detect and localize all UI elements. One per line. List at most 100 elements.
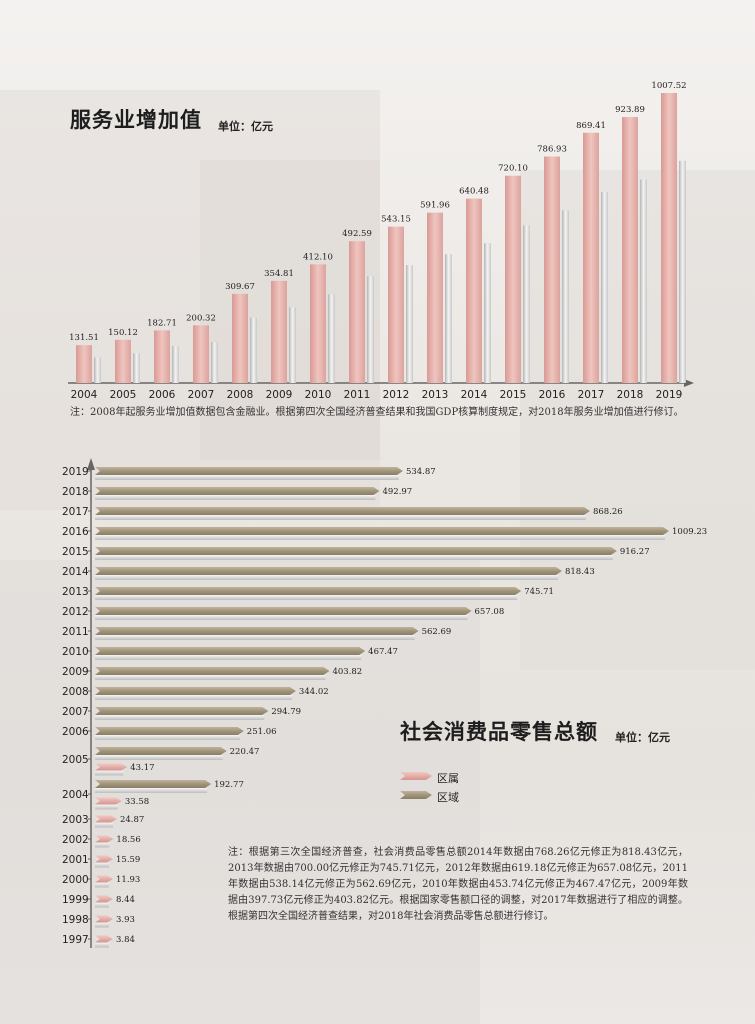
bar-shadow	[95, 842, 110, 848]
bar-value-label: 309.67	[225, 282, 255, 292]
legend-swatch-district	[400, 772, 432, 780]
bar-value-label: 251.06	[247, 727, 277, 737]
bar-value-label: 8.44	[116, 895, 135, 905]
bar-shadow	[523, 225, 530, 383]
bar-region	[95, 467, 403, 475]
chart2-note: 注：根据第三次全国经济普查，社会消费品零售总额2014年数据由768.26亿元修…	[228, 847, 688, 922]
bar-shadow	[406, 265, 413, 383]
bar-shadow	[95, 635, 415, 640]
bar-shadow	[95, 575, 558, 580]
y-tick-label: 2000	[62, 874, 89, 886]
bar-value-label: 192.77	[214, 780, 244, 790]
bar-shadow	[95, 555, 613, 560]
bar-shadow	[95, 475, 399, 480]
chart2-title: 社会消费品零售总额	[400, 719, 598, 744]
bar-value-label: 294.79	[271, 707, 301, 717]
bar-value-label: 640.48	[459, 187, 489, 197]
bar-shadow	[95, 804, 118, 810]
bar-value-label: 43.17	[130, 763, 154, 773]
bar-value-label: 3.84	[116, 935, 135, 945]
bar-value-label: 403.82	[332, 667, 362, 677]
bar-region	[95, 487, 380, 495]
bar-shadow	[95, 770, 124, 776]
legend-label-region: 区域	[437, 791, 459, 804]
chart1-unit: 单位：亿元	[218, 120, 273, 133]
x-tick-label: 2008	[227, 389, 254, 401]
bar-value-label: 923.89	[615, 105, 645, 115]
bar-value-label: 344.02	[299, 687, 329, 697]
bar-district	[95, 895, 113, 903]
bar-shadow	[95, 822, 113, 828]
bar-region	[95, 707, 269, 715]
y-tick-label: 2016	[62, 526, 89, 538]
bar-shadow	[94, 357, 101, 383]
x-tick-label: 2006	[149, 389, 176, 401]
y-tick-label: 2018	[62, 486, 89, 498]
bar-value-label: 786.93	[537, 144, 567, 154]
bar-value-label: 543.15	[381, 215, 411, 225]
bar-region	[95, 547, 617, 555]
x-tick-label: 2009	[266, 389, 293, 401]
bar-shadow	[95, 595, 518, 600]
bar-region	[95, 667, 330, 675]
bar-shadow	[172, 345, 179, 383]
y-tick-label: 2001	[62, 854, 89, 866]
y-tick-label: 2009	[62, 666, 89, 678]
bar-shadow	[95, 695, 292, 700]
bar-region	[95, 567, 562, 575]
bar-region	[95, 627, 419, 635]
bar-region	[95, 687, 296, 695]
bar-shadow	[562, 210, 569, 383]
y-tick-label: 2011	[62, 626, 89, 638]
x-tick-label: 2018	[617, 389, 644, 401]
bar-shadow	[95, 882, 109, 888]
bar-value-label: 492.97	[382, 487, 412, 497]
bar-value-label: 354.81	[264, 269, 294, 279]
bar	[271, 280, 287, 383]
x-tick-label: 2010	[305, 389, 332, 401]
x-tick-label: 2012	[383, 389, 410, 401]
chart1-note: 注：2008年起服务业增加值数据包含金融业。根据第四次全国经济普查结果和我国GD…	[70, 407, 684, 418]
y-tick-label: 2017	[62, 506, 89, 518]
bar-value-label: 868.26	[593, 507, 623, 517]
bar-shadow	[640, 179, 647, 383]
x-axis-arrow	[684, 379, 694, 387]
bar-value-label: 591.96	[420, 201, 450, 211]
bar-region	[95, 780, 212, 788]
bar-value-label: 24.87	[120, 815, 144, 825]
bar	[427, 212, 443, 383]
bar-district	[95, 797, 122, 805]
bar-region	[95, 727, 244, 735]
x-tick-label: 2004	[71, 389, 98, 401]
bar-value-label: 657.08	[475, 607, 505, 617]
bar	[76, 345, 92, 383]
bar-value-label: 15.59	[116, 855, 140, 865]
bar-region	[95, 527, 669, 535]
bar-shadow	[289, 307, 296, 383]
bar-shadow	[679, 160, 686, 383]
bar-district	[95, 763, 128, 771]
bar-shadow	[367, 276, 374, 383]
bar-region	[95, 747, 227, 755]
legend-swatch-region	[400, 791, 432, 799]
bar-shadow	[95, 788, 208, 793]
y-tick-label: 2006	[62, 726, 89, 738]
bar-value-label: 1009.23	[672, 527, 707, 537]
x-tick-label: 2015	[500, 389, 527, 401]
bar-value-label: 131.51	[69, 333, 99, 343]
bar-value-label: 18.56	[116, 835, 140, 845]
bar-value-label: 562.69	[422, 627, 452, 637]
bar-value-label: 182.71	[147, 318, 177, 328]
bar-region	[95, 587, 522, 595]
bar	[388, 226, 404, 383]
bar-value-label: 150.12	[108, 328, 138, 338]
bar	[583, 132, 599, 383]
x-tick-label: 2016	[539, 389, 566, 401]
bar	[232, 293, 248, 383]
y-tick-label: 2019	[62, 466, 89, 478]
legend-label-district: 区属	[437, 772, 459, 785]
bar	[661, 93, 677, 383]
y-tick-label: 2007	[62, 706, 89, 718]
bar-value-label: 3.93	[116, 915, 135, 925]
bar-district	[95, 875, 113, 883]
